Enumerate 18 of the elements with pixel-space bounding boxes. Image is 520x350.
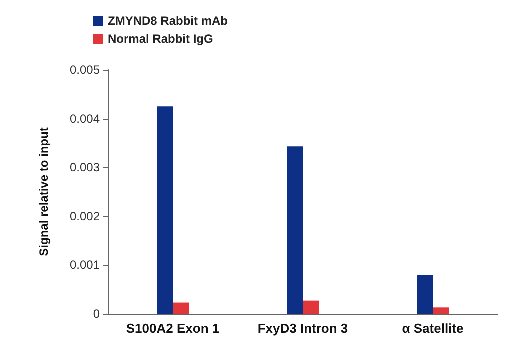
x-tick-label: FxyD3 Intron 3 bbox=[258, 321, 348, 336]
y-tick-label: 0.003 bbox=[70, 160, 100, 175]
bar bbox=[433, 308, 449, 314]
bar bbox=[157, 106, 173, 314]
legend-label: ZMYND8 Rabbit mAb bbox=[108, 14, 228, 28]
x-tick-label: α Satellite bbox=[402, 321, 464, 336]
bar bbox=[303, 300, 319, 314]
y-tick-label: 0.001 bbox=[70, 258, 100, 272]
bar bbox=[173, 302, 189, 314]
bar bbox=[287, 146, 303, 314]
y-tick-label: 0.005 bbox=[70, 63, 100, 77]
bar bbox=[417, 274, 433, 314]
y-tick-label: 0.002 bbox=[70, 209, 100, 224]
y-axis-title: Signal relative to input bbox=[37, 128, 51, 256]
legend-label: Normal Rabbit IgG bbox=[108, 32, 214, 46]
y-tick-label: 0 bbox=[93, 307, 100, 321]
y-tick-label: 0.004 bbox=[70, 112, 100, 126]
x-tick-label: S100A2 Exon 1 bbox=[126, 321, 220, 336]
